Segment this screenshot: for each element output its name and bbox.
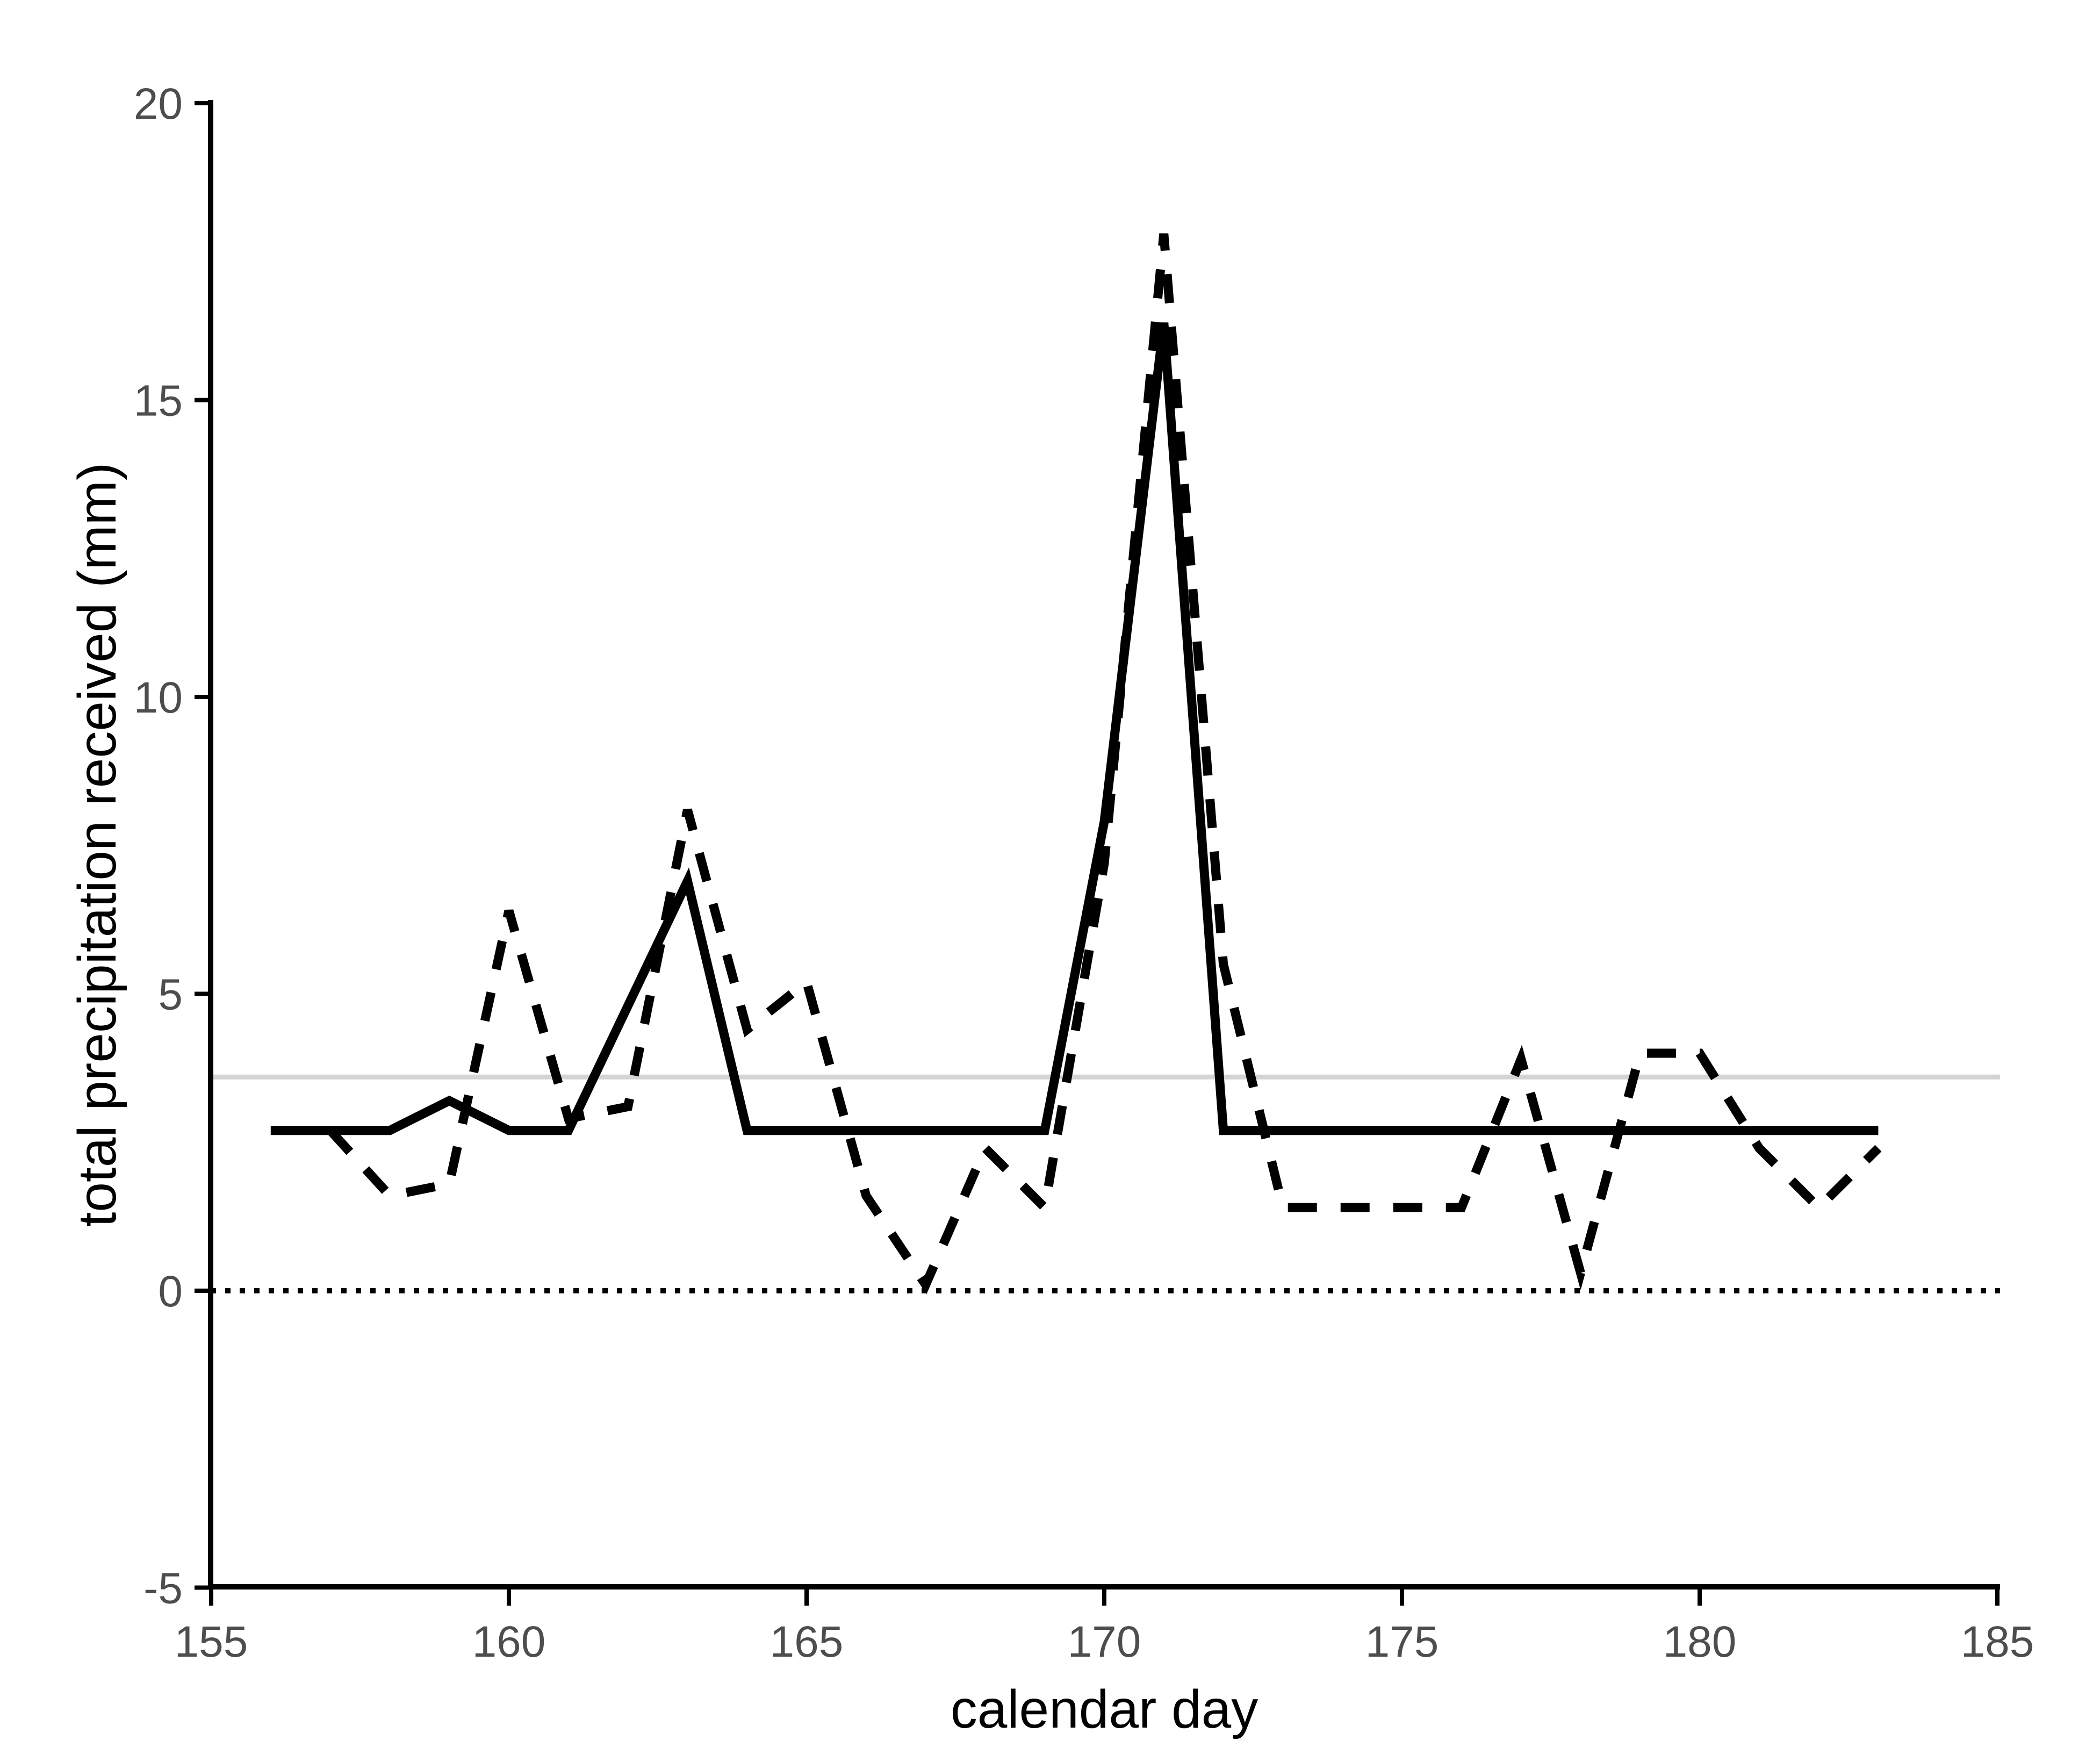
- x-tick-label: 155: [175, 1617, 248, 1666]
- x-tick-label: 175: [1365, 1617, 1439, 1666]
- y-axis-title: total precipitation received (mm): [67, 463, 127, 1227]
- x-tick-label: 185: [1961, 1617, 2034, 1666]
- reference-lines-layer: [211, 1074, 2000, 1293]
- data-series-layer: [270, 233, 1882, 1294]
- x-tick-label: 170: [1068, 1617, 1141, 1666]
- y-tick-label: 20: [134, 80, 183, 128]
- x-axis-title: calendar day: [951, 1679, 1258, 1739]
- x-tick-label: 160: [472, 1617, 546, 1666]
- axes-layer: -5 0 5 10 15 20 155 160 165 170 175 180 185: [134, 80, 2034, 1666]
- y-tick-label: 0: [158, 1267, 183, 1316]
- solid-series: [270, 322, 1879, 1135]
- y-tick-label: 15: [134, 377, 183, 426]
- y-tick-label: 10: [134, 673, 183, 722]
- x-tick-label: 180: [1663, 1617, 1737, 1666]
- x-tick-label: 165: [770, 1617, 844, 1666]
- dashed-series: [327, 233, 1882, 1294]
- y-tick-label: -5: [143, 1564, 183, 1613]
- y-tick-label: 5: [158, 970, 183, 1019]
